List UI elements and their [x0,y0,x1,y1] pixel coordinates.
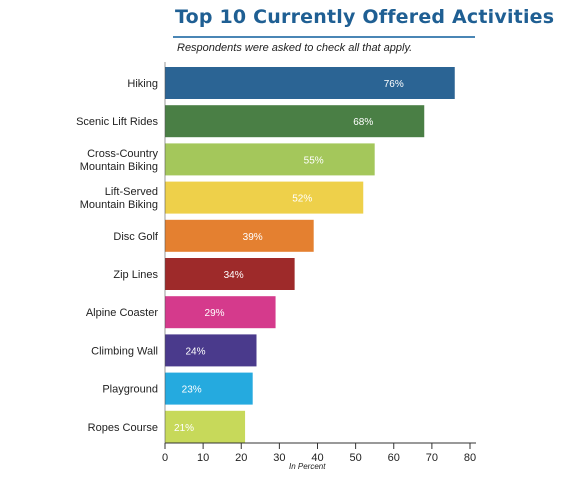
x-tick-label-5: 50 [350,452,362,464]
category-label-7: Climbing Wall [91,345,158,357]
x-tick-label-6: 60 [388,452,400,464]
category-label-2: Cross-Country Mountain Biking [80,148,159,173]
value-label-1: 68% [353,117,373,128]
value-label-8: 23% [182,385,202,396]
x-tick-label-3: 30 [273,452,285,464]
bar-2 [165,143,375,176]
title-underline [173,36,475,38]
x-tick-label-8: 80 [464,452,476,464]
bar-0 [165,67,455,99]
x-tick-label-2: 20 [235,452,247,464]
category-labels: Hiking Scenic Lift Rides Cross-Country Moun… [76,78,159,434]
x-tick-label-0: 0 [162,452,168,464]
bar-8 [165,372,253,405]
value-label-9: 21% [174,423,194,434]
bar-9 [165,410,246,443]
category-label-3: Lift-Served Mountain Biking [80,186,158,211]
category-label-6: Alpine Coaster [86,307,158,319]
bar-5 [165,258,295,290]
bar-1 [165,105,425,138]
value-label-6: 29% [205,308,225,319]
chart-subtitle: Respondents were asked to check all that… [177,42,413,54]
category-label-0: Hiking [127,78,158,90]
value-label-2: 55% [304,155,324,166]
bar-6 [165,296,276,329]
value-label-7: 24% [185,346,205,357]
value-label-0: 76% [384,79,404,90]
x-axis-label: In Percent [289,462,326,471]
bars-layer [165,67,455,443]
category-label-8: Playground [102,384,158,396]
x-tick-label-4: 40 [311,452,323,464]
value-labels: 76% 68% 55% 52% 39% 34% 29% 24% 23% 21% [174,79,404,434]
chart-title: Top 10 Currently Offered Activities [175,6,555,28]
x-tick-label-1: 10 [197,452,209,464]
value-label-3: 52% [292,194,312,205]
category-label-4: Disc Golf [113,231,159,243]
bar-3 [165,181,364,214]
value-label-5: 34% [224,270,244,281]
category-label-9: Ropes Course [88,422,158,434]
x-tick-label-7: 70 [426,452,438,464]
bar-4 [165,219,314,252]
x-axis: 0 10 20 30 40 50 60 70 80 [162,62,476,464]
value-label-4: 39% [243,232,263,243]
category-label-5: Zip Lines [113,269,158,281]
category-label-1: Scenic Lift Rides [76,116,158,128]
bar-7 [165,334,257,367]
